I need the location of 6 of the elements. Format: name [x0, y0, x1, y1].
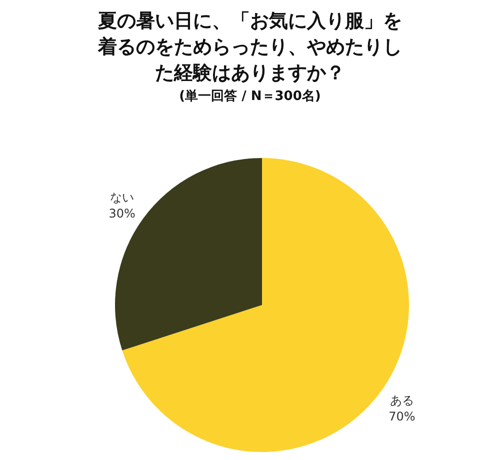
chart-subtitle: (単一回答 / N＝300名): [179, 88, 321, 106]
slice-label: ある: [390, 394, 414, 408]
data-label: 70%: [388, 410, 416, 424]
slice-label: ない: [110, 190, 134, 204]
data-label: 30%: [108, 206, 136, 220]
chart-title: 夏の暑い日に、「お気に入り服」を着るのをためらったり、やめたりした経験はありますか？: [97, 9, 403, 86]
